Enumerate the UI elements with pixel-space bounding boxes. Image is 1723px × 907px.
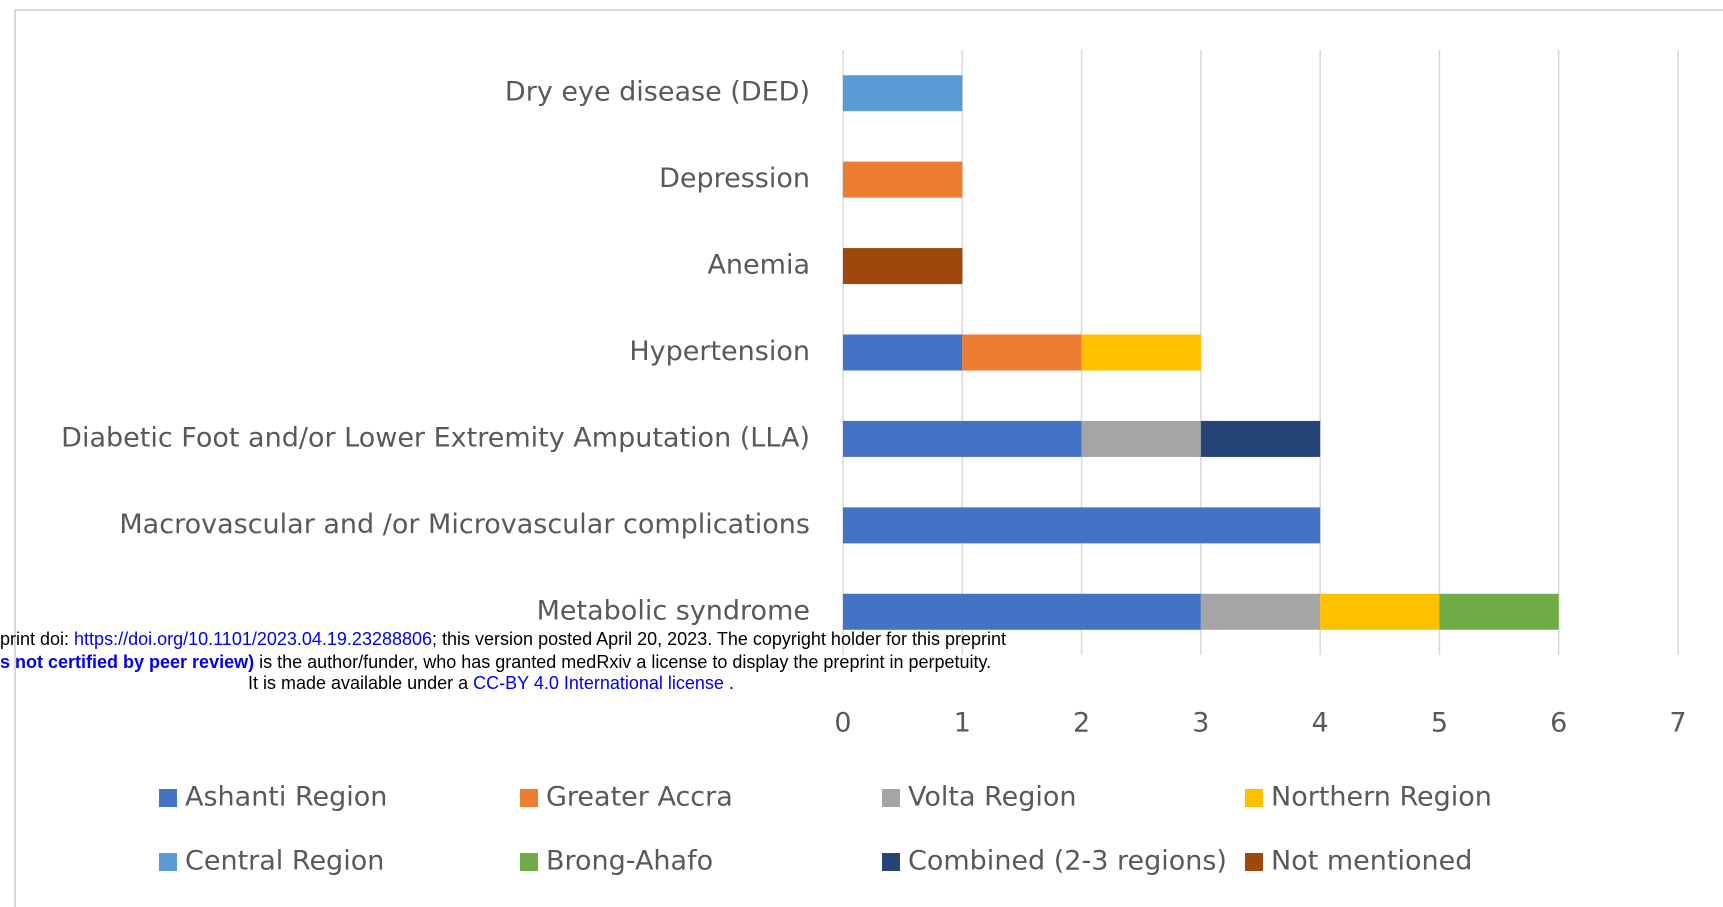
bar-segment bbox=[1320, 593, 1440, 630]
bar-segment bbox=[843, 507, 1321, 544]
x-tick-label: 0 bbox=[834, 708, 851, 739]
legend-swatch bbox=[1245, 853, 1263, 871]
legend-swatch bbox=[520, 789, 538, 807]
legend-swatch bbox=[520, 853, 538, 871]
bar-segment bbox=[962, 334, 1082, 371]
watermark-text: ; this version posted April 20, 2023. Th… bbox=[432, 629, 1006, 649]
bar-segment bbox=[843, 593, 1201, 630]
category-label: Macrovascular and /or Microvascular comp… bbox=[119, 509, 810, 540]
bar-segment bbox=[1200, 593, 1321, 630]
legend-label: Volta Region bbox=[908, 782, 1077, 813]
legend-swatch bbox=[882, 789, 900, 807]
legend-label: Not mentioned bbox=[1271, 846, 1472, 877]
bar-segment bbox=[1439, 593, 1559, 630]
x-tick-label: 2 bbox=[1073, 708, 1090, 739]
watermark-text: s not certified by peer review) bbox=[0, 652, 254, 672]
legend-swatch bbox=[882, 853, 900, 871]
legend-label: Ashanti Region bbox=[185, 782, 387, 813]
watermark-link[interactable]: https://doi.org/10.1101/2023.04.19.23288… bbox=[74, 629, 432, 649]
bar-segment bbox=[1200, 420, 1321, 457]
bar-segment bbox=[843, 248, 963, 285]
category-label: Dry eye disease (DED) bbox=[505, 77, 810, 108]
x-tick-label: 4 bbox=[1312, 708, 1329, 739]
category-label: Anemia bbox=[707, 250, 810, 281]
watermark-text: is the author/funder, who has granted me… bbox=[254, 652, 991, 672]
bar-segment bbox=[843, 161, 963, 198]
watermark-line: print doi: https://doi.org/10.1101/2023.… bbox=[0, 629, 1006, 649]
bar-segment bbox=[1081, 334, 1201, 371]
watermark-line: s not certified by peer review) is the a… bbox=[0, 652, 991, 672]
legend-swatch bbox=[1245, 789, 1263, 807]
bar-segment bbox=[843, 75, 963, 112]
watermark-link[interactable]: CC-BY 4.0 International license bbox=[473, 673, 724, 693]
legend-label: Central Region bbox=[185, 846, 384, 877]
bar-segment bbox=[1081, 420, 1201, 457]
plot-area: 0 1 2 3 4 5 6 7 Dry eye disease (DED) Depression A… bbox=[61, 50, 1687, 877]
legend-swatch bbox=[159, 853, 177, 871]
legend-swatch bbox=[159, 789, 177, 807]
category-label: Hypertension bbox=[629, 336, 810, 367]
bar-segment bbox=[843, 334, 963, 371]
category-label: Depression bbox=[659, 163, 810, 194]
watermark-text: . bbox=[724, 673, 734, 693]
x-tick-label: 1 bbox=[954, 708, 971, 739]
bar-segment bbox=[843, 420, 1082, 457]
watermark-line: It is made available under a CC-BY 4.0 I… bbox=[248, 673, 734, 693]
x-tick-label: 3 bbox=[1192, 708, 1209, 739]
category-label: Metabolic syndrome bbox=[537, 595, 810, 626]
chart-frame bbox=[14, 9, 1723, 907]
legend-label: Greater Accra bbox=[546, 782, 733, 813]
x-tick-label: 7 bbox=[1669, 708, 1686, 739]
legend-label: Brong-Ahafo bbox=[546, 846, 713, 877]
category-label: Diabetic Foot and/or Lower Extremity Amp… bbox=[61, 422, 810, 453]
x-tick-label: 6 bbox=[1550, 708, 1567, 739]
legend-label: Northern Region bbox=[1271, 782, 1492, 813]
legend-label: Combined (2-3 regions) bbox=[908, 846, 1227, 877]
watermark-text: It is made available under a bbox=[248, 673, 473, 693]
x-tick-label: 5 bbox=[1431, 708, 1448, 739]
watermark-text: print doi: bbox=[0, 629, 74, 649]
